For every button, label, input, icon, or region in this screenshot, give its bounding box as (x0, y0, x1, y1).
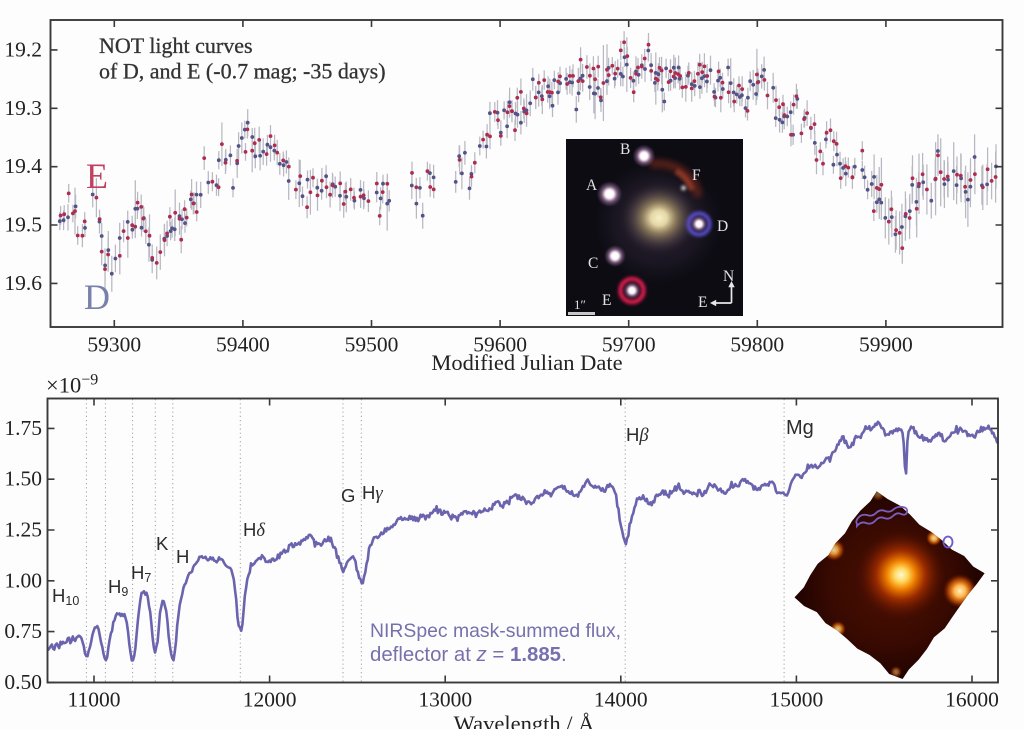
svg-text:59400: 59400 (216, 333, 270, 357)
svg-text:0.50: 0.50 (4, 670, 42, 694)
svg-text:19.2: 19.2 (4, 37, 42, 61)
svg-text:12000: 12000 (243, 688, 297, 712)
svg-text:1.75: 1.75 (4, 416, 42, 440)
svg-text:1.00: 1.00 (4, 568, 42, 592)
svg-text:Hδ: Hδ (243, 519, 265, 541)
svg-text:13000: 13000 (418, 688, 472, 712)
svg-text:59700: 59700 (602, 333, 656, 357)
svg-text:A: A (586, 177, 598, 194)
svg-text:Wavelength / Å: Wavelength / Å (454, 711, 595, 729)
svg-text:19.3: 19.3 (4, 96, 42, 120)
svg-text:1.25: 1.25 (4, 518, 42, 542)
svg-text:59600: 59600 (473, 333, 527, 357)
svg-text:19.5: 19.5 (4, 213, 42, 237)
svg-text:19.6: 19.6 (4, 271, 42, 295)
svg-text:K: K (156, 533, 169, 554)
svg-text:19.4: 19.4 (4, 154, 42, 178)
svg-text:E: E (698, 294, 707, 311)
svg-text:NOT light curves: NOT light curves (99, 33, 253, 58)
svg-text:E: E (602, 292, 611, 309)
svg-text:Hγ: Hγ (362, 482, 383, 504)
svg-text:1.50: 1.50 (4, 467, 42, 491)
svg-text:14000: 14000 (594, 688, 648, 712)
svg-text:E: E (86, 156, 108, 196)
svg-text:0.75: 0.75 (4, 619, 42, 643)
svg-text:D: D (717, 218, 728, 235)
svg-text:F: F (692, 167, 701, 184)
svg-text:D: D (84, 277, 110, 317)
svg-text:B: B (620, 141, 630, 158)
svg-text:Hβ: Hβ (626, 424, 649, 446)
svg-text:Modified Julian Date: Modified Julian Date (431, 350, 622, 375)
svg-text:59900: 59900 (859, 333, 913, 357)
svg-text:59300: 59300 (87, 333, 141, 357)
svg-text:NIRSpec mask-summed flux,: NIRSpec mask-summed flux, (370, 620, 621, 642)
svg-text:C: C (588, 255, 598, 272)
svg-text:deflector at z = 1.885.: deflector at z = 1.885. (370, 644, 567, 666)
svg-text:11000: 11000 (68, 688, 121, 712)
svg-text:Mg: Mg (786, 417, 814, 439)
svg-text:G: G (341, 485, 355, 506)
svg-text:of D, and E (-0.7 mag; -35 day: of D, and E (-0.7 mag; -35 days) (99, 59, 386, 84)
svg-text:16000: 16000 (945, 688, 999, 712)
svg-text:15000: 15000 (770, 688, 824, 712)
svg-text:1″: 1″ (574, 297, 586, 312)
svg-text:59500: 59500 (345, 333, 399, 357)
svg-text:H: H (176, 546, 189, 567)
svg-text:N: N (723, 268, 734, 285)
svg-text:59800: 59800 (730, 333, 784, 357)
